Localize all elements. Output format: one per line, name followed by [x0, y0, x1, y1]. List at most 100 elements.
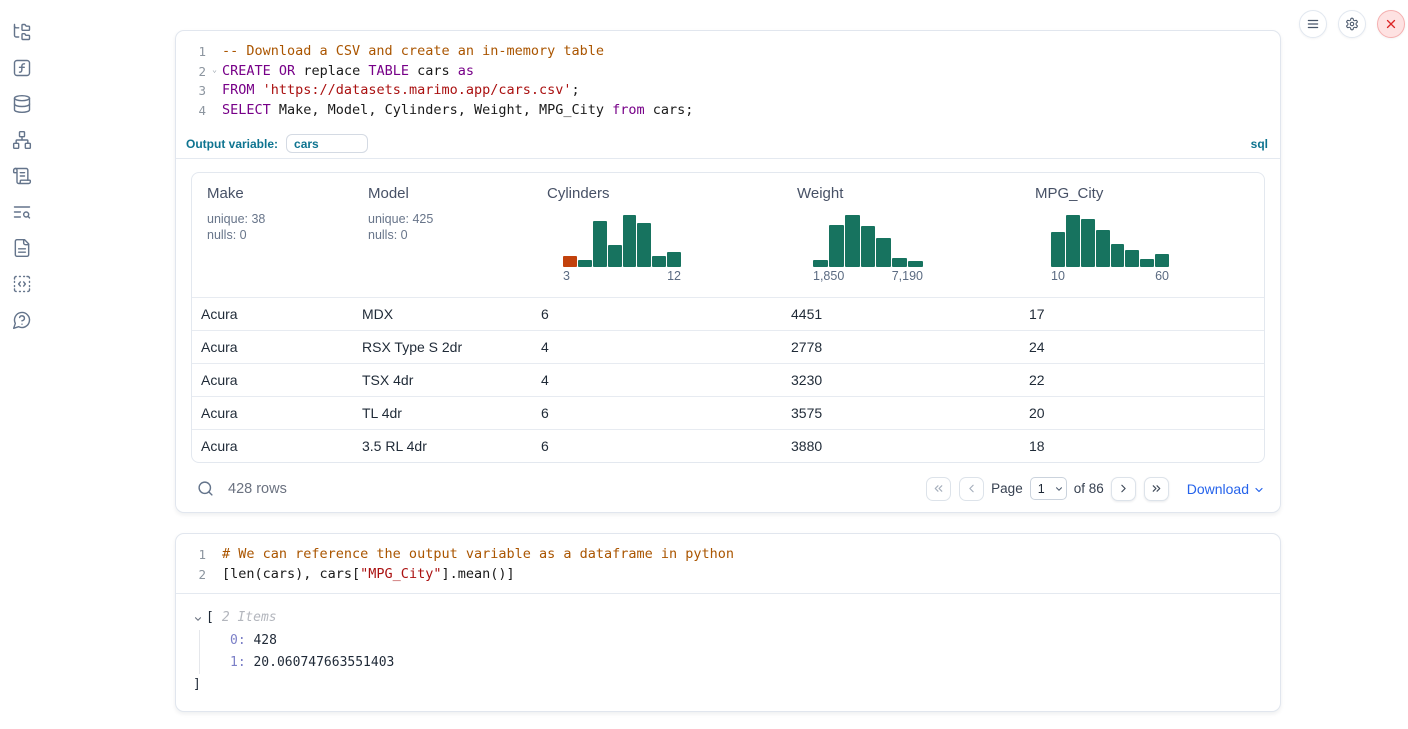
histogram-bar[interactable] [637, 222, 652, 267]
sql-cell: 1 -- Download a CSV and create an in-memo… [175, 30, 1281, 513]
dependency-graph-icon[interactable] [12, 130, 32, 150]
download-button[interactable]: Download [1187, 481, 1265, 497]
table-cell: 4 [541, 371, 549, 388]
table-row[interactable]: Acura TSX 4dr 4 3230 22 [192, 362, 1264, 396]
line-number: 2 [198, 566, 206, 582]
code-text: CREATE OR replace TABLE cars as [206, 62, 474, 82]
code-token [255, 82, 263, 98]
histogram-bar[interactable] [813, 259, 828, 267]
histogram-bar[interactable] [828, 224, 844, 267]
collapse-chevron-icon[interactable] [193, 614, 203, 624]
list-item-value: 428 [245, 632, 277, 648]
histogram-bar[interactable] [1051, 231, 1065, 267]
close-bracket: ] [193, 677, 201, 693]
file-explorer-icon[interactable] [12, 22, 32, 42]
table-cell: 18 [1029, 437, 1045, 454]
table-cell: 22 [1029, 371, 1045, 388]
gear-icon [1346, 17, 1358, 31]
histogram-bar[interactable] [563, 255, 577, 267]
logs-icon[interactable] [12, 202, 32, 222]
previous-page-button[interactable] [959, 476, 985, 501]
next-page-button[interactable] [1110, 476, 1136, 501]
notebook-actions [1299, 10, 1405, 38]
code-token: SELECT [222, 102, 271, 119]
column-stats: unique: 38 nulls: 0 [207, 211, 345, 244]
pagination: Page 1 of 86 Download [926, 476, 1265, 501]
histogram-bar[interactable] [1080, 218, 1095, 267]
histogram-bar[interactable] [1140, 258, 1155, 267]
language-badge[interactable]: sql [1250, 136, 1268, 151]
first-page-button[interactable] [926, 476, 952, 501]
histogram-bar[interactable] [1125, 249, 1140, 267]
histogram-bar[interactable] [908, 260, 924, 267]
shutdown-button[interactable] [1377, 10, 1405, 38]
histogram-bar[interactable] [876, 237, 892, 267]
table-footer: 428 rows Page 1 of 86 Do [176, 463, 1280, 501]
histogram-bar[interactable] [844, 214, 860, 267]
python-cell: 1 # We can reference the output variable … [175, 533, 1281, 712]
chevrons-right-icon [1152, 485, 1161, 493]
histogram-bar[interactable] [607, 244, 622, 267]
histogram-bar[interactable] [577, 259, 592, 267]
histogram-bars [563, 214, 681, 267]
histogram-bar[interactable] [1065, 214, 1080, 267]
column-header-label: Cylinders [547, 184, 610, 202]
search-icon[interactable] [197, 480, 214, 497]
histogram-bar[interactable] [652, 255, 667, 267]
axis-min-label: 1,850 [813, 268, 845, 283]
table-row[interactable]: Acura RSX Type S 2dr 4 2778 24 [192, 329, 1264, 363]
fold-chevron-icon[interactable]: ⌄ [212, 64, 217, 74]
database-icon[interactable] [12, 94, 32, 114]
scratchpad-icon[interactable] [12, 166, 32, 186]
code-line: 1 -- Download a CSV and create an in-memo… [176, 42, 1280, 62]
code-token: replace [295, 62, 369, 79]
output-variable-input[interactable] [286, 134, 369, 154]
list-item-value: 20.060747663551403 [245, 655, 395, 670]
sql-code-editor[interactable]: 1 -- Download a CSV and create an in-memo… [176, 31, 1280, 130]
column-header[interactable]: Cylinders 3 12 [532, 173, 782, 297]
column-header[interactable]: Make unique: 38 nulls: 0 [192, 173, 353, 297]
documentation-icon[interactable] [12, 238, 32, 258]
axis-max-label: 7,190 [891, 268, 923, 283]
histogram-axis-labels: 10 60 [1051, 269, 1169, 283]
table-cell: Acura [201, 338, 238, 355]
histogram-bar[interactable] [892, 257, 908, 267]
column-header[interactable]: Weight 1,850 7,190 [782, 173, 1020, 297]
table-cell: 24 [1029, 338, 1045, 355]
download-label: Download [1186, 480, 1249, 497]
code-token: Make, Model, Cylinders, Weight, MPG_City [270, 102, 613, 119]
column-header[interactable]: MPG_City 10 60 [1020, 173, 1264, 297]
histogram-bar[interactable] [622, 214, 637, 267]
settings-button[interactable] [1338, 10, 1366, 38]
function-icon[interactable] [12, 58, 32, 78]
histogram-bar[interactable] [1155, 253, 1169, 267]
histogram-bars [1051, 214, 1169, 267]
table-row[interactable]: Acura 3.5 RL 4dr 6 3880 18 [192, 428, 1264, 462]
page-select[interactable]: 1 [1029, 477, 1067, 501]
table-cell: Acura [201, 437, 238, 454]
page-select-wrap: 1 [1029, 477, 1067, 501]
histogram-bar[interactable] [1110, 243, 1125, 267]
table-header-row: Make unique: 38 nulls: 0 Model unique: 425 nu… [192, 173, 1264, 297]
menu-button[interactable] [1299, 10, 1327, 38]
help-icon[interactable] [12, 310, 32, 330]
histogram-bar[interactable] [667, 251, 681, 267]
code-text: # We can reference the output variable a… [206, 545, 734, 565]
chevron-down-icon [1255, 487, 1263, 492]
histogram-bar[interactable] [592, 220, 607, 267]
table-cell: 20 [1029, 404, 1045, 421]
close-icon [1386, 19, 1396, 29]
histogram-bar[interactable] [860, 225, 876, 267]
table-cell: 4 [541, 338, 549, 355]
axis-min-label: 10 [1051, 268, 1065, 283]
table-row[interactable]: Acura MDX 6 4451 17 [192, 296, 1264, 330]
table-row[interactable]: Acura TL 4dr 6 3575 20 [192, 395, 1264, 429]
python-code-editor[interactable]: 1 # We can reference the output variable … [176, 534, 1280, 593]
histogram-bar[interactable] [1095, 229, 1110, 267]
snippets-icon[interactable] [12, 274, 32, 294]
column-header[interactable]: Model unique: 425 nulls: 0 [353, 173, 532, 297]
code-line: 2 [len(cars), cars["MPG_City"].mean()] [176, 565, 1280, 585]
code-token: cars; [644, 102, 694, 119]
code-token: ].mean()] [441, 565, 515, 582]
last-page-button[interactable] [1143, 476, 1169, 501]
